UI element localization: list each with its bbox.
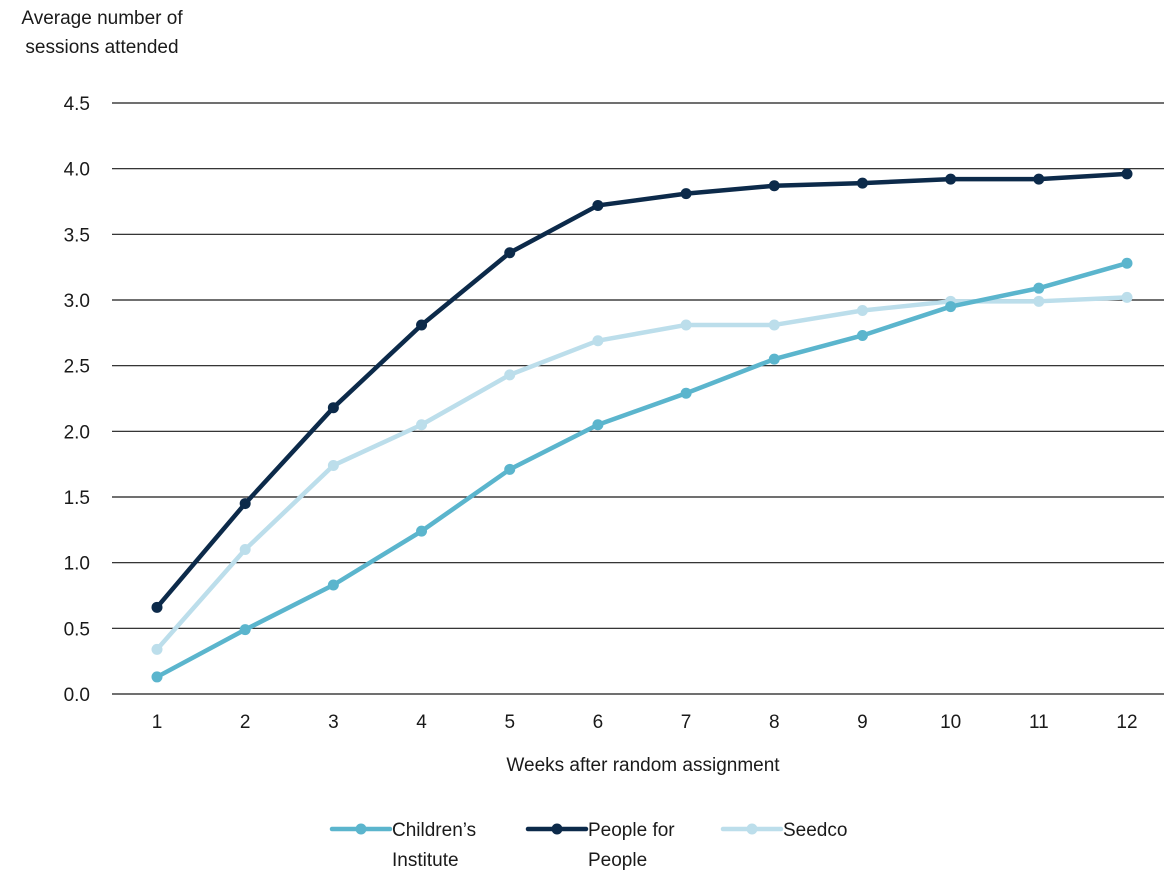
data-point: [416, 525, 428, 537]
legend-label-line: Institute: [392, 850, 459, 871]
legend-swatch-marker: [355, 823, 367, 835]
legend-swatch-marker: [746, 823, 758, 835]
series-line: [154, 260, 1130, 680]
y-tick-label: 1.5: [64, 488, 90, 509]
y-tick-label: 2.5: [64, 357, 90, 378]
x-tick-label: 1: [152, 712, 163, 733]
y-tick-label: 3.0: [64, 291, 90, 312]
y-tick-label: 2.0: [64, 422, 90, 443]
data-point: [151, 643, 163, 655]
x-tick-label: 10: [940, 712, 961, 733]
x-tick-label: 3: [328, 712, 339, 733]
x-tick-label: 4: [416, 712, 427, 733]
legend-swatch-marker: [551, 823, 563, 835]
data-point: [1033, 295, 1045, 307]
legend-item-2: Seedco: [720, 820, 847, 841]
data-point: [945, 301, 957, 313]
data-point: [151, 601, 163, 613]
data-point: [151, 671, 163, 683]
data-series: [151, 168, 1133, 683]
data-point: [327, 459, 339, 471]
data-point: [680, 387, 692, 399]
data-point: [856, 305, 868, 317]
data-point: [680, 319, 692, 331]
data-point: [416, 319, 428, 331]
legend-item-0: Children’s Institute: [329, 820, 476, 871]
y-tick-label: 1.0: [64, 554, 90, 575]
data-point: [768, 353, 780, 365]
data-point: [1033, 173, 1045, 185]
data-point: [504, 247, 516, 259]
y-tick-label: 3.5: [64, 225, 90, 246]
y-axis-label-line: sessions attended: [25, 37, 178, 58]
data-point: [945, 173, 957, 185]
y-tick-label: 0.0: [64, 685, 90, 706]
data-point: [592, 335, 604, 347]
series-1: [151, 168, 1133, 613]
data-point: [327, 402, 339, 414]
data-point: [239, 544, 251, 556]
x-tick-label: 12: [1116, 712, 1137, 733]
x-tick-label: 9: [857, 712, 868, 733]
data-point: [592, 419, 604, 431]
data-point: [239, 624, 251, 636]
x-axis-label: Weeks after random assignment: [506, 755, 780, 776]
y-tick-labels: 0.0 0.5 1.0 1.5 2.0 2.5 3.0 3.5 4.0 4.5: [64, 94, 90, 706]
data-point: [327, 579, 339, 591]
x-tick-label: 2: [240, 712, 251, 733]
legend-label-line: People for: [588, 820, 675, 841]
legend: Children’s Institute People for People Seedc…: [329, 820, 847, 871]
x-tick-label: 11: [1029, 712, 1049, 733]
legend-label-line: People: [588, 850, 647, 871]
x-tick-label: 7: [681, 712, 692, 733]
data-point: [856, 329, 868, 341]
x-tick-label: 6: [593, 712, 604, 733]
gridlines: [112, 102, 1164, 695]
data-point: [504, 369, 516, 381]
x-tick-labels: 1 2 3 4 5 6 7 8 9 10 11 12: [152, 712, 1138, 733]
series-line: [154, 171, 1130, 610]
data-point: [1121, 257, 1133, 269]
y-axis-label: Average number of sessions attended: [21, 8, 183, 58]
x-tick-label: 8: [769, 712, 780, 733]
x-axis-label-text: Weeks after random assignment: [506, 755, 780, 776]
legend-label-line: Children’s: [392, 820, 476, 841]
data-point: [680, 188, 692, 200]
x-tick-label: 5: [504, 712, 515, 733]
series-0: [151, 257, 1133, 683]
data-point: [416, 419, 428, 431]
data-point: [768, 319, 780, 331]
data-point: [239, 498, 251, 510]
legend-label-line: Seedco: [783, 820, 847, 841]
y-axis-label-line: Average number of: [21, 8, 183, 29]
data-point: [1033, 282, 1045, 294]
data-point: [1121, 168, 1133, 180]
data-point: [768, 180, 780, 192]
y-tick-label: 4.0: [64, 160, 90, 181]
y-tick-label: 0.5: [64, 619, 90, 640]
series-line: [154, 295, 1130, 652]
legend-item-1: People for People: [525, 820, 675, 871]
data-point: [592, 199, 604, 211]
y-tick-label: 4.5: [64, 94, 90, 115]
data-point: [504, 463, 516, 475]
data-point: [1121, 291, 1133, 303]
data-point: [856, 177, 868, 189]
